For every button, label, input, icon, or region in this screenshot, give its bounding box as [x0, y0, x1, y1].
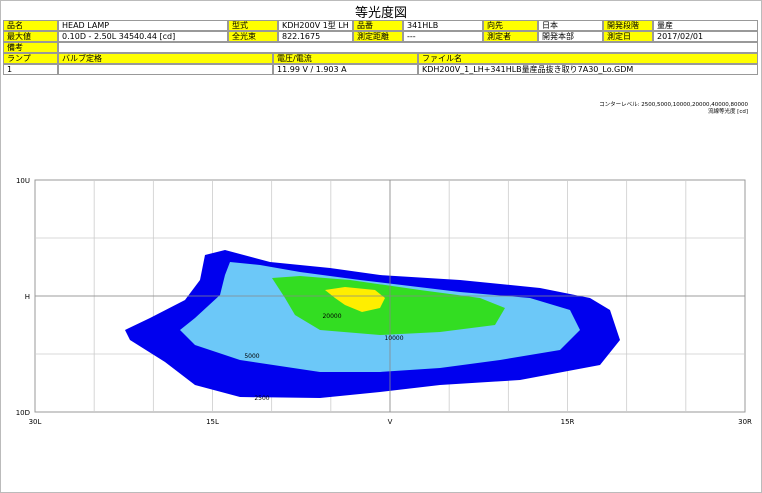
contour-20000 — [325, 287, 385, 312]
table-value: 0.10D - 2.50L 34540.44 [cd] — [58, 31, 228, 42]
table-label: 測定日 — [603, 31, 653, 42]
x-label: 15L — [206, 418, 219, 426]
table-label: 全光束 — [228, 31, 278, 42]
table-label: 最大値 — [3, 31, 58, 42]
table-label: 電圧/電流 — [273, 53, 418, 64]
table-label: 測定距離 — [353, 31, 403, 42]
table-value: 2017/02/01 — [653, 31, 758, 42]
contour-unit: 流線等光度 [cd] — [708, 107, 748, 115]
table-value: 822.1675 — [278, 31, 353, 42]
table-value: KDH200V_1_LH+341HLB量産品抜き取り7A30_Lo.GDM — [418, 64, 758, 75]
page-title: 等光度図 — [354, 6, 407, 21]
table-label: 備考 — [3, 42, 58, 53]
table-cell-empty — [58, 42, 758, 53]
table-value: 341HLB — [403, 20, 483, 31]
x-label: 15R — [561, 418, 575, 426]
contour-note: コンターレベル: 2500,5000,10000,20000,40000,800… — [599, 100, 748, 108]
table-label: 向先 — [483, 20, 538, 31]
table-label: バルブ定格 — [58, 53, 273, 64]
x-label: 30R — [738, 418, 752, 426]
table-value: 量産 — [653, 20, 758, 31]
y-label: H — [25, 293, 30, 301]
y-label: 10D — [16, 409, 30, 417]
table-value: 日本 — [538, 20, 603, 31]
table-label: 品番 — [353, 20, 403, 31]
table-cell-empty — [58, 64, 273, 75]
table-label: 開発段階 — [603, 20, 653, 31]
contour-label: 5000 — [244, 353, 259, 360]
x-label: 30L — [29, 418, 42, 426]
table-value: HEAD LAMP — [58, 20, 228, 31]
table-label: 品名 — [3, 20, 58, 31]
y-label: 10U — [16, 177, 30, 185]
contour-label: 20000 — [322, 313, 341, 320]
table-label: 型式 — [228, 20, 278, 31]
table-value: KDH200V 1型 LH — [278, 20, 353, 31]
contour-label: 10000 — [384, 335, 403, 342]
table-value: 11.99 V / 1.903 A — [273, 64, 418, 75]
table-value: --- — [403, 31, 483, 42]
x-label: V — [388, 418, 393, 426]
contour-label: 2500 — [254, 395, 269, 402]
table-label: ランプ — [3, 53, 58, 64]
table-value: 開発本部 — [538, 31, 603, 42]
table-label: 測定者 — [483, 31, 538, 42]
table-label: ファイル名 — [418, 53, 758, 64]
table-value: 1 — [3, 64, 58, 75]
